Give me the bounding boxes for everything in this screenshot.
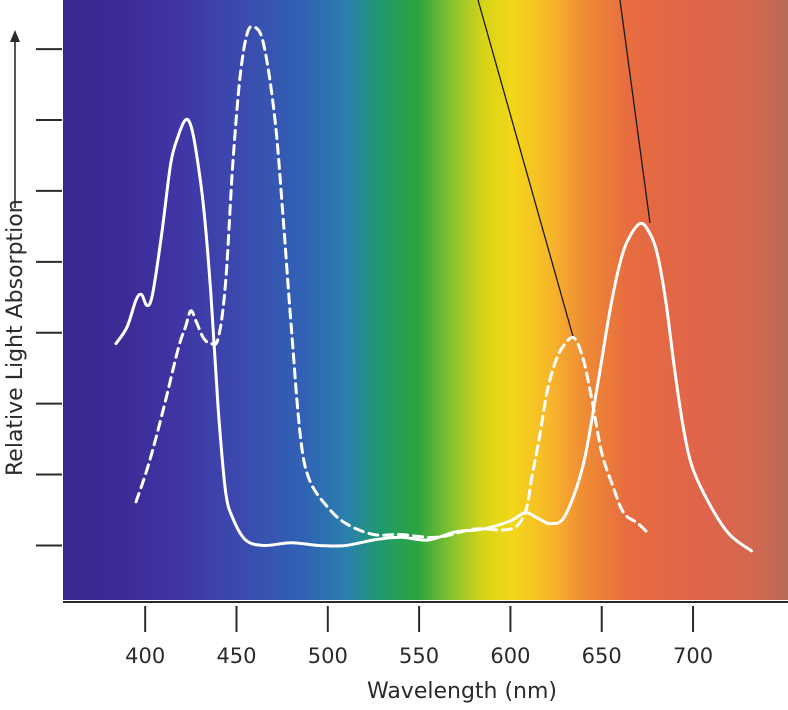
pointer-line-left	[477, 0, 575, 341]
spectrum-background	[63, 0, 788, 600]
x-axis-ticks: 400 450 500 550 600 650 700	[125, 606, 713, 668]
x-tick-label: 600	[490, 644, 530, 668]
x-tick-label: 500	[308, 644, 348, 668]
series-layer	[114, 24, 753, 553]
pointer-line-right	[619, 0, 651, 224]
y-axis-arrow-head	[10, 30, 20, 42]
y-axis-title-group: Relative Light Absorption	[3, 30, 28, 476]
dashed-absorption-curve	[134, 24, 651, 539]
x-axis-title: Wavelength (nm)	[367, 679, 557, 704]
x-tick-label: 550	[399, 644, 439, 668]
y-axis-ticks	[36, 48, 62, 547]
x-tick-label: 400	[125, 644, 165, 668]
solid-absorption-curve	[114, 117, 753, 553]
x-tick-label: 700	[673, 644, 713, 668]
x-tick-label: 650	[582, 644, 622, 668]
x-tick-label: 450	[216, 644, 256, 668]
y-axis-title: Relative Light Absorption	[3, 199, 28, 476]
